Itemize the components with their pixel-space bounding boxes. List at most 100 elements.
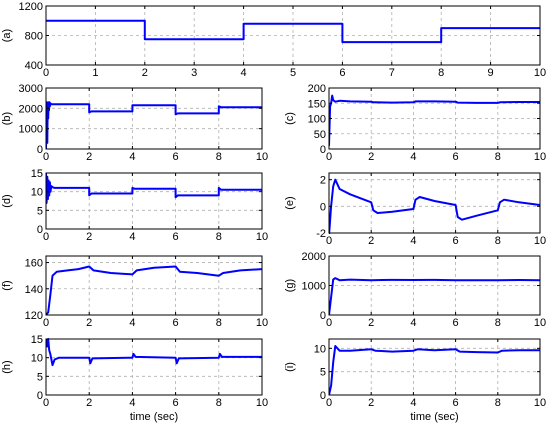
x-tick-label: 6 [453, 397, 459, 409]
x-tick-label: 10 [534, 151, 546, 163]
plot-area [329, 339, 540, 395]
y-tick-label: 140 [25, 284, 43, 296]
x-tick-label: 0 [43, 151, 49, 163]
x-tick-label: 2 [368, 397, 374, 409]
panel-a: 0 1 2 3 4 5 6 7 8 9 10 400 800 1200 (a) [1, 1, 546, 79]
x-tick-label: 0 [43, 67, 49, 79]
y-tick-label: 5 [37, 371, 43, 383]
y-tick-label: 2 [320, 175, 326, 187]
panel-label: (h) [1, 360, 13, 373]
x-tick-label: 7 [389, 67, 395, 79]
x-tick-label: 10 [534, 317, 546, 329]
y-tick-label: 800 [25, 31, 43, 43]
x-tick-label: 0 [43, 231, 49, 243]
panel-e: 0 2 4 6 8 10-202(e) [284, 172, 546, 247]
x-tick-label: 2 [142, 67, 148, 79]
y-tick-label: 0 [37, 224, 43, 236]
x-tick-label: 0 [326, 151, 332, 163]
y-tick-label: 100 [308, 114, 326, 126]
series-line [329, 94, 540, 146]
y-tick-label: 160 [25, 258, 43, 270]
x-tick-label: 2 [368, 151, 374, 163]
panel-h: 0 2 4 6 8 10 0 5 10 15 (h) time (sec) [1, 334, 268, 423]
plot-area [46, 256, 262, 315]
x-tick-label: 0 [326, 235, 332, 247]
series-line [46, 19, 540, 44]
x-tick-label: 9 [488, 67, 494, 79]
y-tick-label: 15 [31, 334, 43, 346]
panel-label: (e) [284, 196, 296, 209]
plot-area [46, 88, 262, 149]
x-tick-label: 6 [173, 397, 179, 409]
x-tick-label: 8 [495, 151, 501, 163]
y-tick-label: 10 [31, 353, 43, 365]
plot-area [46, 339, 262, 395]
x-tick-label: 10 [256, 231, 268, 243]
x-tick-label: 10 [534, 397, 546, 409]
x-tick-label: 8 [495, 317, 501, 329]
y-tick-label: 2000 [302, 251, 326, 263]
panel-g: 0 2 4 6 8 10 0 1000 2000 (g) [284, 251, 546, 329]
y-tick-label: 10 [31, 187, 43, 199]
series-line [46, 172, 262, 204]
panel-d: 0 2 4 6 8 10 0 5 10 15 (d) [1, 168, 268, 243]
x-tick-label: 2 [368, 235, 374, 247]
y-tick-label: 15 [31, 168, 43, 180]
x-tick-label: 6 [453, 151, 459, 163]
x-tick-label: 8 [216, 231, 222, 243]
x-tick-label: 0 [326, 397, 332, 409]
x-tick-label: 2 [368, 317, 374, 329]
panel-label: (i) [284, 362, 296, 372]
y-tick-label: 200 [308, 83, 326, 95]
y-tick-label: 0 [37, 390, 43, 402]
x-tick-label: 6 [339, 67, 345, 79]
panel-label: (g) [284, 279, 296, 292]
x-tick-label: 4 [410, 235, 416, 247]
y-tick-label: 150 [308, 98, 326, 110]
x-tick-label: 8 [216, 397, 222, 409]
panel-label: (c) [284, 112, 296, 125]
axes-frame [328, 172, 541, 234]
x-tick-label: 6 [453, 235, 459, 247]
x-tick-label: 4 [241, 67, 247, 79]
series-line [46, 101, 262, 150]
y-tick-label: 10 [314, 343, 326, 355]
x-tick-label: 0 [43, 397, 49, 409]
x-tick-label: 10 [256, 397, 268, 409]
x-tick-label: 2 [86, 151, 92, 163]
x-tick-label: 5 [290, 67, 296, 79]
x-tick-label: 2 [86, 231, 92, 243]
axes-frame [45, 87, 263, 150]
x-tick-label: 2 [86, 397, 92, 409]
x-tick-label: 10 [256, 317, 268, 329]
y-tick-label: 3000 [19, 83, 43, 95]
panel-label: (d) [1, 194, 13, 207]
series-line [329, 178, 540, 234]
x-tick-label: 6 [173, 317, 179, 329]
x-axis-label: time (sec) [410, 411, 458, 423]
y-tick-label: 2000 [19, 103, 43, 115]
x-tick-label: 4 [129, 151, 135, 163]
x-tick-label: 4 [129, 317, 135, 329]
x-tick-label: 4 [410, 151, 416, 163]
x-tick-label: 0 [43, 317, 49, 329]
axes-frame [45, 255, 263, 316]
y-tick-label: 1000 [19, 124, 43, 136]
y-tick-label: 0 [320, 144, 326, 156]
y-tick-label: 120 [25, 310, 43, 322]
y-tick-label: 50 [314, 129, 326, 141]
panel-label: (f) [1, 280, 13, 290]
x-tick-label: 4 [129, 231, 135, 243]
panel-b: 0 2 4 6 8 10 0 1000 2000 3000 (b) [1, 83, 268, 163]
x-tick-label: 3 [191, 67, 197, 79]
x-tick-label: 4 [129, 397, 135, 409]
series-line [46, 265, 262, 316]
x-tick-label: 8 [438, 67, 444, 79]
axes-frame [328, 338, 541, 396]
x-tick-label: 4 [410, 317, 416, 329]
y-tick-label: 0 [320, 310, 326, 322]
x-tick-label: 10 [256, 151, 268, 163]
y-tick-label: 400 [25, 60, 43, 72]
x-axis-label: time (sec) [130, 411, 178, 423]
